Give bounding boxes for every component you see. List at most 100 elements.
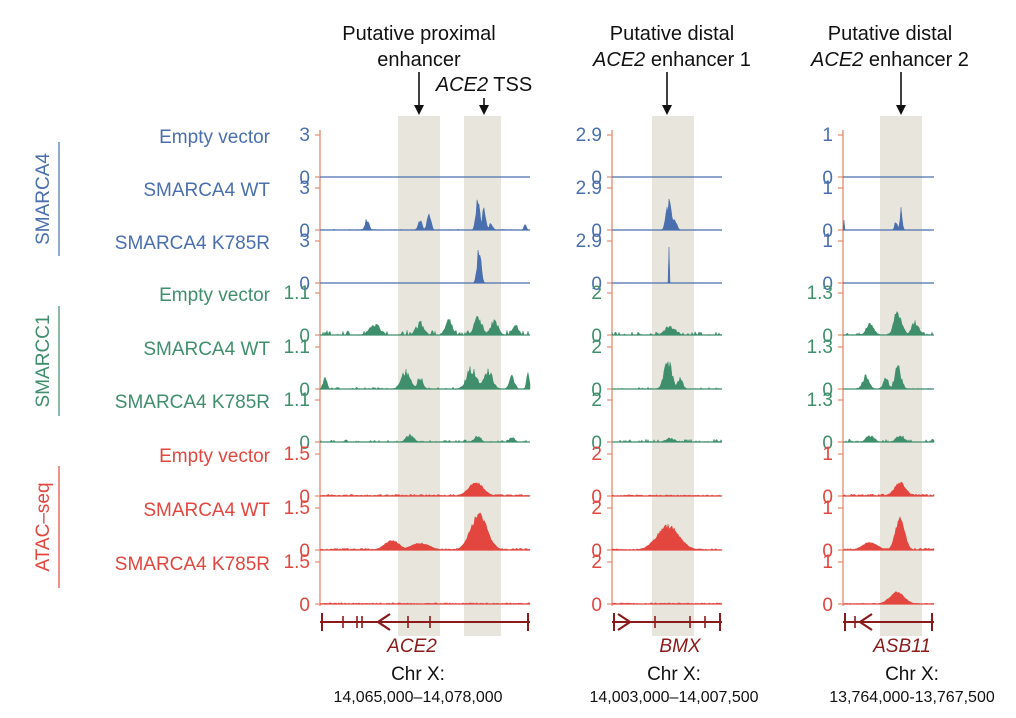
- signal-atac-seq: [842, 591, 935, 605]
- signal-atac-seq: [611, 494, 723, 497]
- track-label: Empty vector: [159, 127, 271, 148]
- strand-arrow: [376, 613, 391, 631]
- track-label: Empty vector: [159, 285, 271, 306]
- y-tick-label: 1.5: [284, 444, 310, 465]
- y-tick-label: 0: [299, 433, 310, 454]
- signal-atac-seq: [611, 524, 723, 551]
- header-segment: enhancer 1: [645, 49, 751, 71]
- signal-atac-seq: [843, 515, 935, 551]
- panel-header: ACE2 enhancer 2: [810, 49, 969, 71]
- gene-label: ASB11: [872, 636, 931, 657]
- group-label: ATAC–seq: [33, 482, 54, 571]
- strand-arrow: [858, 613, 873, 631]
- track-label: SMARCA4 K785R: [115, 554, 270, 575]
- signal-atac-seq: [319, 512, 531, 551]
- y-tick-label: 1.3: [807, 337, 833, 358]
- panel-header: ACE2 TSS: [435, 74, 532, 96]
- gene-label: ACE2: [386, 636, 437, 657]
- track-label: Empty vector: [159, 446, 271, 467]
- signal-atac-seq: [842, 481, 935, 497]
- y-tick-label: 2.9: [576, 178, 602, 199]
- track-label: SMARCA4 K785R: [115, 233, 270, 254]
- y-tick-label: 0: [299, 595, 310, 616]
- chromosome-label: Chr X:: [647, 664, 701, 685]
- signal-smarcc1: [611, 326, 723, 336]
- strand-arrow: [617, 613, 632, 631]
- header-segment: ACE2: [810, 49, 863, 71]
- header-segment: ACE2: [435, 74, 488, 96]
- y-tick-label: 2: [591, 390, 602, 411]
- y-tick-label: 0: [591, 221, 602, 242]
- y-tick-label: 1: [822, 552, 833, 573]
- y-tick-label: 3: [299, 178, 310, 199]
- y-tick-label: 1.3: [807, 390, 833, 411]
- signal-smarca4: [612, 198, 722, 231]
- y-tick-label: 2: [591, 283, 602, 304]
- signal-smarcc1: [319, 315, 530, 336]
- y-tick-label: 0: [822, 487, 833, 508]
- signal-smarcc1: [319, 366, 531, 390]
- coordinate-range: 14,003,000–14,007,500: [589, 689, 758, 706]
- y-tick-label: 1: [822, 178, 833, 199]
- y-tick-label: 0: [822, 380, 833, 401]
- header-segment: Putative distal: [828, 23, 953, 45]
- signal-smarcc1: [843, 364, 935, 390]
- signal-atac-seq: [611, 602, 723, 605]
- y-tick-label: 0: [299, 487, 310, 508]
- signal-smarcc1: [612, 437, 723, 443]
- signal-smarca4: [612, 247, 722, 284]
- track-label: SMARCA4 WT: [143, 339, 270, 360]
- signal-smarca4: [842, 207, 934, 231]
- header-segment: enhancer 2: [863, 49, 969, 71]
- y-tick-label: 1: [822, 125, 833, 146]
- y-tick-label: 0: [299, 168, 310, 189]
- group-label: SMARCC1: [33, 315, 54, 408]
- signal-smarca4: [320, 199, 531, 231]
- y-tick-label: 1.3: [807, 283, 833, 304]
- signal-smarcc1: [843, 434, 935, 443]
- panel-header: ACE2 enhancer 1: [592, 49, 751, 71]
- header-segment: ACE2: [592, 49, 645, 71]
- track-label: SMARCA4 WT: [143, 500, 270, 521]
- gene-label: BMX: [659, 636, 702, 657]
- y-tick-label: 0: [822, 274, 833, 295]
- panel-header: enhancer: [377, 49, 461, 71]
- arrow-head: [414, 105, 424, 115]
- y-tick-label: 0: [299, 541, 310, 562]
- y-tick-label: 2.9: [576, 125, 602, 146]
- y-tick-label: 0: [299, 274, 310, 295]
- y-tick-label: 0: [591, 168, 602, 189]
- y-tick-label: 0: [591, 487, 602, 508]
- header-segment: enhancer: [377, 49, 461, 71]
- y-tick-label: 2: [591, 552, 602, 573]
- y-tick-label: 2: [591, 337, 602, 358]
- signal-atac-seq: [319, 602, 531, 605]
- y-tick-label: 1.5: [284, 552, 310, 573]
- y-tick-label: 2: [591, 498, 602, 519]
- y-tick-label: 0: [822, 168, 833, 189]
- header-segment: TSS: [488, 74, 532, 96]
- y-tick-label: 0: [822, 433, 833, 454]
- track-label: SMARCA4 WT: [143, 180, 270, 201]
- y-tick-label: 0: [591, 433, 602, 454]
- y-tick-label: 1: [822, 231, 833, 252]
- panel-header: Putative distal: [828, 23, 953, 45]
- y-tick-label: 2.9: [576, 231, 602, 252]
- y-tick-label: 0: [591, 541, 602, 562]
- y-tick-label: 0: [591, 274, 602, 295]
- signal-smarca4: [320, 250, 530, 284]
- y-tick-label: 2: [591, 444, 602, 465]
- y-tick-label: 3: [299, 231, 310, 252]
- y-tick-label: 0: [591, 380, 602, 401]
- highlight-band: [880, 116, 922, 636]
- signal-smarcc1: [612, 361, 723, 390]
- track-label: SMARCA4 K785R: [115, 392, 270, 413]
- y-tick-label: 1: [822, 498, 833, 519]
- y-tick-label: 1.1: [284, 337, 310, 358]
- arrow-head: [662, 105, 672, 115]
- y-tick-label: 1.1: [284, 283, 310, 304]
- y-tick-label: 0: [822, 541, 833, 562]
